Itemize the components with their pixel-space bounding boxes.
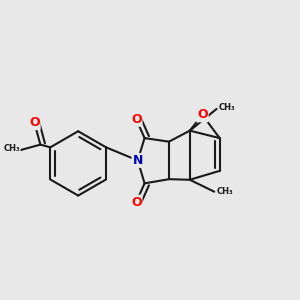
Text: O: O	[29, 116, 40, 129]
Text: N: N	[133, 154, 143, 167]
Text: O: O	[131, 196, 142, 208]
Text: CH₃: CH₃	[219, 103, 236, 112]
Text: CH₃: CH₃	[217, 187, 233, 196]
Text: O: O	[131, 113, 142, 126]
Text: O: O	[197, 108, 208, 122]
Text: CH₃: CH₃	[3, 144, 20, 153]
